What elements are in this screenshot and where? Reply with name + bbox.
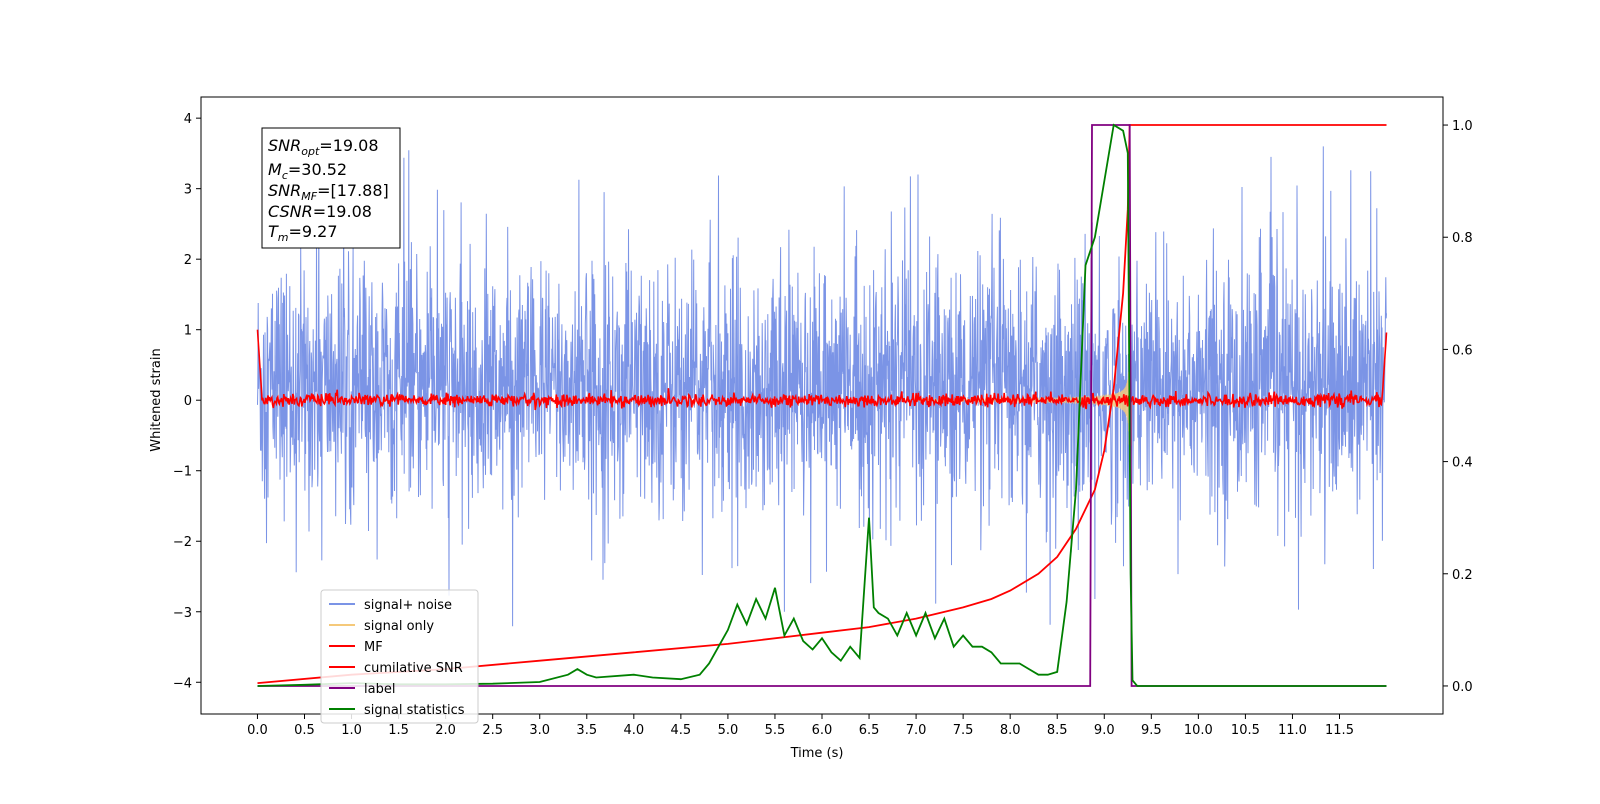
y-tick-label-left: 0: [184, 394, 192, 409]
y-tick-label-left: −4: [173, 676, 192, 691]
y-axis-label-left: Whitened strain: [149, 348, 164, 451]
cumulative-snr-line: [257, 124, 1387, 684]
legend: signal+ noise signal only MF cumilative …: [320, 589, 479, 724]
x-tick-label: 1.0: [341, 723, 362, 738]
x-tick-label: 5.0: [718, 723, 739, 738]
y-tick-label-left: 4: [184, 112, 192, 127]
x-tick-label: 6.5: [859, 723, 880, 738]
series-signal-plus-noise: [257, 146, 1387, 627]
legend-label-mf: MF: [364, 640, 383, 655]
x-tick-label: 0.5: [294, 723, 315, 738]
x-tick-label: 3.0: [529, 723, 550, 738]
x-tick-label: 7.5: [953, 723, 974, 738]
y-tick-label-right: 0.0: [1452, 680, 1473, 695]
annotation-mc: Mc=30.52: [268, 160, 347, 182]
y-tick-label-left: −1: [173, 465, 192, 480]
signal-statistics-line: [257, 123, 1387, 687]
x-tick-label: 4.0: [623, 723, 644, 738]
x-tick-label: 1.5: [388, 723, 409, 738]
legend-item-label: label: [329, 682, 395, 697]
annotation-snr-opt: SNRopt=19.08: [268, 136, 379, 158]
x-tick-label: 10.0: [1184, 723, 1213, 738]
x-tick-label: 9.0: [1094, 723, 1115, 738]
y-tick-label-right: 1.0: [1452, 119, 1473, 134]
annotation-box: SNRopt=19.08 Mc=30.52 SNRMF=[17.88] CSNR…: [261, 127, 401, 249]
legend-item-signal-statistics: signal statistics: [329, 703, 465, 718]
legend-item-signal-only: signal only: [329, 619, 434, 634]
legend-item-mf: MF: [329, 640, 383, 655]
tick-labels: 0.0 0.5 1.0 1.5 2.0 2.5 3.0 3.5 4.0 4.5 5.0 5.5 6.0 6…: [173, 112, 1473, 738]
x-tick-label: 2.5: [482, 723, 503, 738]
legend-label-label: label: [364, 682, 395, 697]
x-tick-label: 3.5: [576, 723, 597, 738]
y-tick-label-left: −2: [173, 535, 192, 550]
y-tick-label-right: 0.8: [1452, 231, 1473, 246]
x-tick-label: 8.5: [1047, 723, 1068, 738]
x-tick-label: 10.5: [1231, 723, 1260, 738]
annotation-snr-mf: SNRMF=[17.88]: [268, 181, 389, 203]
signal-plus-noise-line: [257, 146, 1387, 627]
annotation-tm: Tm=9.27: [268, 222, 338, 244]
legend-label-signal-only: signal only: [364, 619, 434, 634]
x-tick-label: 6.0: [812, 723, 833, 738]
legend-item-signal-plus-noise: signal+ noise: [329, 598, 452, 613]
x-tick-label: 11.0: [1278, 723, 1307, 738]
y-tick-label-left: 2: [184, 253, 192, 268]
x-tick-label: 0.0: [247, 723, 268, 738]
x-tick-label: 2.0: [435, 723, 456, 738]
x-axis-label: Time (s): [790, 746, 844, 761]
x-tick-label: 8.0: [1000, 723, 1021, 738]
right-axis-series: [257, 123, 1387, 687]
series-mf: [256, 329, 1388, 411]
legend-label-signal-statistics: signal statistics: [364, 703, 465, 718]
x-tick-label: 7.0: [906, 723, 927, 738]
annotation-csnr: CSNR=19.08: [268, 202, 372, 221]
legend-item-cumulative-snr: cumilative SNR: [329, 661, 463, 676]
x-tick-label: 11.5: [1325, 723, 1354, 738]
y-tick-label-right: 0.2: [1452, 568, 1473, 583]
y-tick-label-left: −3: [173, 606, 192, 621]
x-tick-label: 5.5: [765, 723, 786, 738]
mf-line: [256, 329, 1388, 411]
y-tick-label-right: 0.6: [1452, 343, 1473, 358]
y-tick-label-left: 1: [184, 324, 192, 339]
y-tick-label-right: 0.4: [1452, 456, 1473, 471]
y-tick-label-left: 3: [184, 183, 192, 198]
legend-label-signal-plus-noise: signal+ noise: [364, 598, 452, 613]
x-tick-label: 9.5: [1141, 723, 1162, 738]
x-tick-label: 4.5: [671, 723, 692, 738]
legend-label-cumulative-snr: cumilative SNR: [364, 661, 463, 676]
